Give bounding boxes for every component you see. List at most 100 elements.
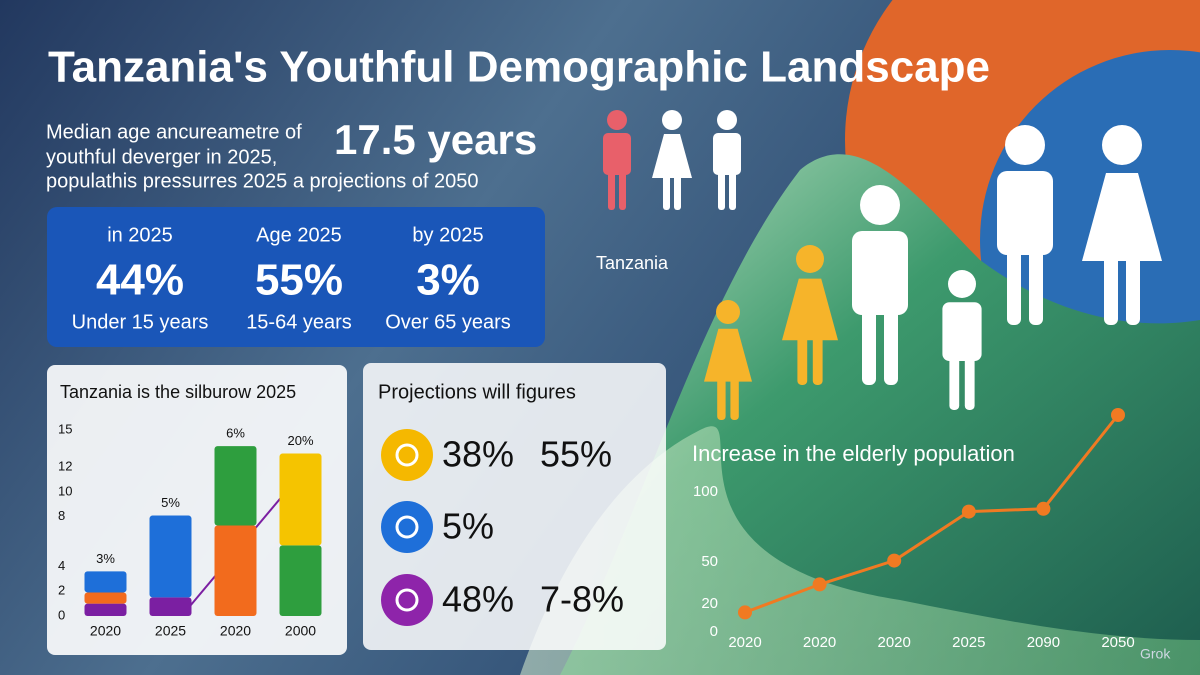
projection-icon: [381, 429, 433, 481]
projections-title: Projections will figures: [378, 381, 576, 403]
figure-leg: [608, 170, 615, 210]
x-tick-label: 2020: [803, 634, 836, 651]
y-tick-label: 10: [58, 483, 72, 498]
y-tick-label: 12: [58, 459, 72, 474]
intro-line: populathis pressurres 2025 a projections…: [46, 170, 479, 192]
figure-leg: [1126, 245, 1140, 325]
figure-leg: [730, 372, 739, 420]
line-point: [1111, 408, 1125, 422]
x-tick-label: 2020: [220, 623, 251, 639]
figure-head: [607, 110, 627, 130]
figure-leg: [812, 329, 823, 385]
y-tick-label: 2: [58, 583, 65, 598]
figure-leg: [949, 354, 960, 410]
figures: [603, 110, 1162, 420]
watermark: Grok: [1140, 646, 1171, 662]
bar-segment: [84, 571, 127, 593]
x-tick-label: 2025: [952, 634, 985, 651]
line-point: [961, 504, 976, 519]
stat-value: 55%: [255, 256, 343, 305]
intro-line: youthful deverger in 2025,: [46, 146, 277, 168]
figure-label: Tanzania: [596, 253, 669, 273]
figure-body: [782, 278, 838, 341]
x-tick-label: 2020: [878, 634, 911, 651]
projection-value: 38%: [442, 434, 514, 475]
x-tick-label: 2000: [285, 623, 316, 639]
line-point: [1036, 501, 1051, 516]
stat-caption: Under 15 years: [72, 311, 209, 333]
x-tick-label: 2025: [155, 623, 186, 639]
bar-annotation: 3%: [96, 551, 115, 566]
bar-segment: [149, 515, 192, 598]
projections-card: [363, 363, 666, 650]
figure-body: [603, 133, 631, 175]
figure-leg: [674, 170, 681, 210]
stat-value: 44%: [96, 256, 184, 305]
line-point: [887, 553, 902, 568]
figure-leg: [1007, 245, 1021, 325]
bar-annotation: 20%: [287, 433, 313, 448]
figure-leg: [619, 170, 626, 210]
stats: in 2025 44% Under 15 years Age 2025 55% 15-64…: [72, 224, 511, 333]
y-tick-label: 8: [58, 508, 65, 523]
projection-value: 5%: [442, 506, 494, 547]
figure-leg: [884, 305, 898, 385]
figure-leg: [964, 354, 975, 410]
y-tick-label: 0: [710, 623, 718, 640]
figure-head: [796, 245, 824, 273]
x-tick-label: 2090: [1027, 634, 1060, 651]
figure-leg: [797, 329, 808, 385]
line-chart-title: Increase in the elderly population: [692, 441, 1015, 466]
bar-segment: [214, 525, 257, 616]
bar-segment: [84, 603, 127, 616]
figure-body: [852, 231, 908, 315]
figure-leg: [717, 372, 726, 420]
figure-head: [1005, 125, 1045, 165]
projections: 38% 55% 5% 48% 7-8%: [381, 429, 624, 626]
y-tick-label: 4: [58, 558, 65, 573]
figure-leg: [729, 170, 736, 210]
intro-line: Median age ancureametre of: [46, 121, 302, 143]
figure-leg: [663, 170, 670, 210]
stat-heading: Age 2025: [256, 224, 342, 246]
stat-caption: 15-64 years: [246, 311, 352, 333]
figure-body: [942, 302, 982, 361]
bar-segment: [279, 545, 322, 616]
figure-body: [704, 328, 752, 382]
figure-body: [1082, 173, 1162, 261]
projection-icon-glyph: [395, 443, 419, 467]
x-tick-label: 2050: [1101, 634, 1134, 651]
figure-head: [717, 110, 737, 130]
stat-value: 3%: [416, 256, 480, 305]
x-tick-label: 2020: [90, 623, 121, 639]
figure-body: [652, 134, 692, 178]
x-tick-label: 2020: [728, 634, 761, 651]
figure-head: [662, 110, 682, 130]
line: [744, 414, 1120, 614]
figure-head: [860, 185, 900, 225]
y-tick-label: 50: [701, 553, 718, 570]
bar-annotation: 5%: [161, 495, 180, 510]
figure-head: [716, 300, 740, 324]
projection-icon: [381, 574, 433, 626]
highlight: 17.5 years: [334, 116, 537, 163]
line-point: [738, 605, 752, 620]
figure-leg: [1029, 245, 1043, 325]
stat-caption: Over 65 years: [385, 311, 511, 333]
figure-head: [1102, 125, 1142, 165]
y-tick-label: 15: [58, 421, 72, 436]
bar-segment: [84, 592, 127, 604]
line-point: [812, 577, 827, 592]
figure-head: [948, 270, 976, 298]
projection-icon: [381, 501, 433, 553]
stat-heading: by 2025: [412, 224, 483, 246]
decor-wave: [520, 426, 1200, 675]
bar-segment: [279, 453, 322, 546]
figure-body: [997, 171, 1053, 255]
projection-icon-glyph: [395, 588, 419, 612]
charts: 024810121520203%20255%20206%200020%02050…: [58, 408, 1135, 651]
y-tick-label: 20: [701, 595, 718, 612]
projection-value: 48%: [442, 579, 514, 620]
